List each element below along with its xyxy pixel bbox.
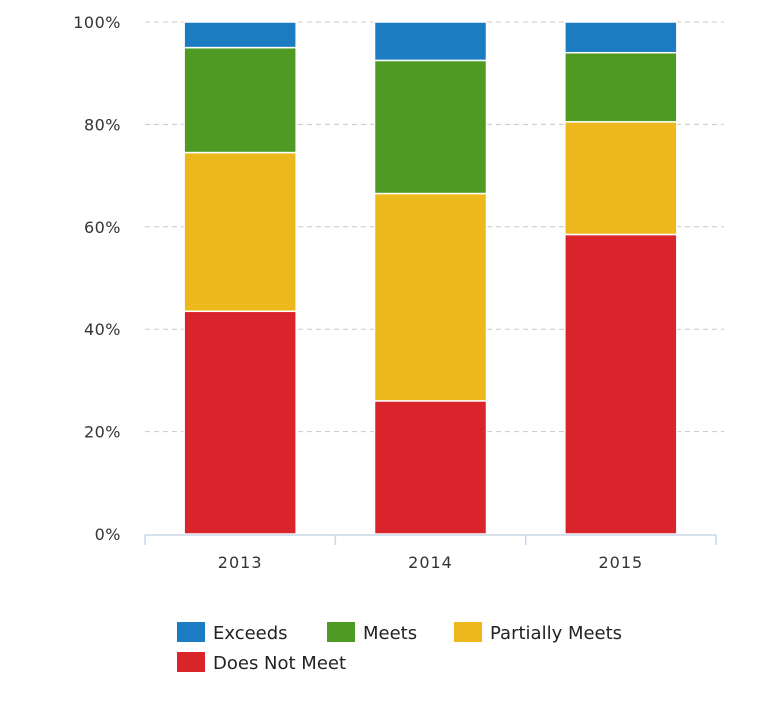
legend: Exceeds Meets Partially Meets Does Not Meet [177, 622, 622, 674]
bar-stack-2013 [183, 21, 297, 535]
bar-stack-2015 [564, 21, 678, 535]
bar-segment-exceeds-2015 [564, 21, 678, 54]
y-tick-label: 60% [84, 218, 121, 237]
legend-label: Does Not Meet [213, 653, 346, 674]
bar-segment-partially-meets-2013 [183, 151, 297, 313]
x-tick-label: 2014 [408, 553, 453, 572]
legend-swatch [177, 622, 205, 642]
x-tick-labels: 2013 2014 2015 [218, 553, 643, 572]
legend-label: Partially Meets [490, 623, 622, 644]
bar-segment-partially-meets-2015 [564, 121, 678, 236]
legend-label: Meets [363, 623, 417, 644]
legend-item-does-not-meet: Does Not Meet [177, 652, 346, 674]
legend-swatch [327, 622, 355, 642]
bar-segment-meets-2014 [373, 59, 488, 195]
bars [183, 21, 678, 535]
bar-segment-partially-meets-2014 [373, 192, 488, 402]
y-tick-label: 20% [84, 423, 121, 442]
bar-segment-does-not-meet-2013 [183, 310, 297, 535]
legend-item-meets: Meets [327, 622, 417, 644]
legend-item-partially-meets: Partially Meets [454, 622, 622, 644]
bar-segment-exceeds-2014 [373, 21, 488, 62]
y-tick-label: 0% [95, 525, 121, 544]
x-tick-label: 2013 [218, 553, 263, 572]
legend-swatch [177, 652, 205, 672]
bar-segment-does-not-meet-2014 [373, 400, 488, 535]
x-tick-label: 2015 [598, 553, 643, 572]
bar-stack-2014 [373, 21, 488, 535]
legend-item-exceeds: Exceeds [177, 622, 288, 644]
bar-segment-exceeds-2013 [183, 21, 297, 49]
x-axis [144, 534, 717, 545]
y-tick-label: 40% [84, 320, 121, 339]
legend-label: Exceeds [213, 623, 288, 644]
y-tick-label: 100% [73, 13, 121, 32]
y-tick-label: 80% [84, 115, 121, 134]
bar-segment-meets-2015 [564, 51, 678, 123]
legend-swatch [454, 622, 482, 642]
bar-segment-does-not-meet-2015 [564, 233, 678, 535]
bar-segment-meets-2013 [183, 46, 297, 154]
y-tick-labels: 0% 20% 40% 60% 80% 100% [73, 13, 121, 544]
